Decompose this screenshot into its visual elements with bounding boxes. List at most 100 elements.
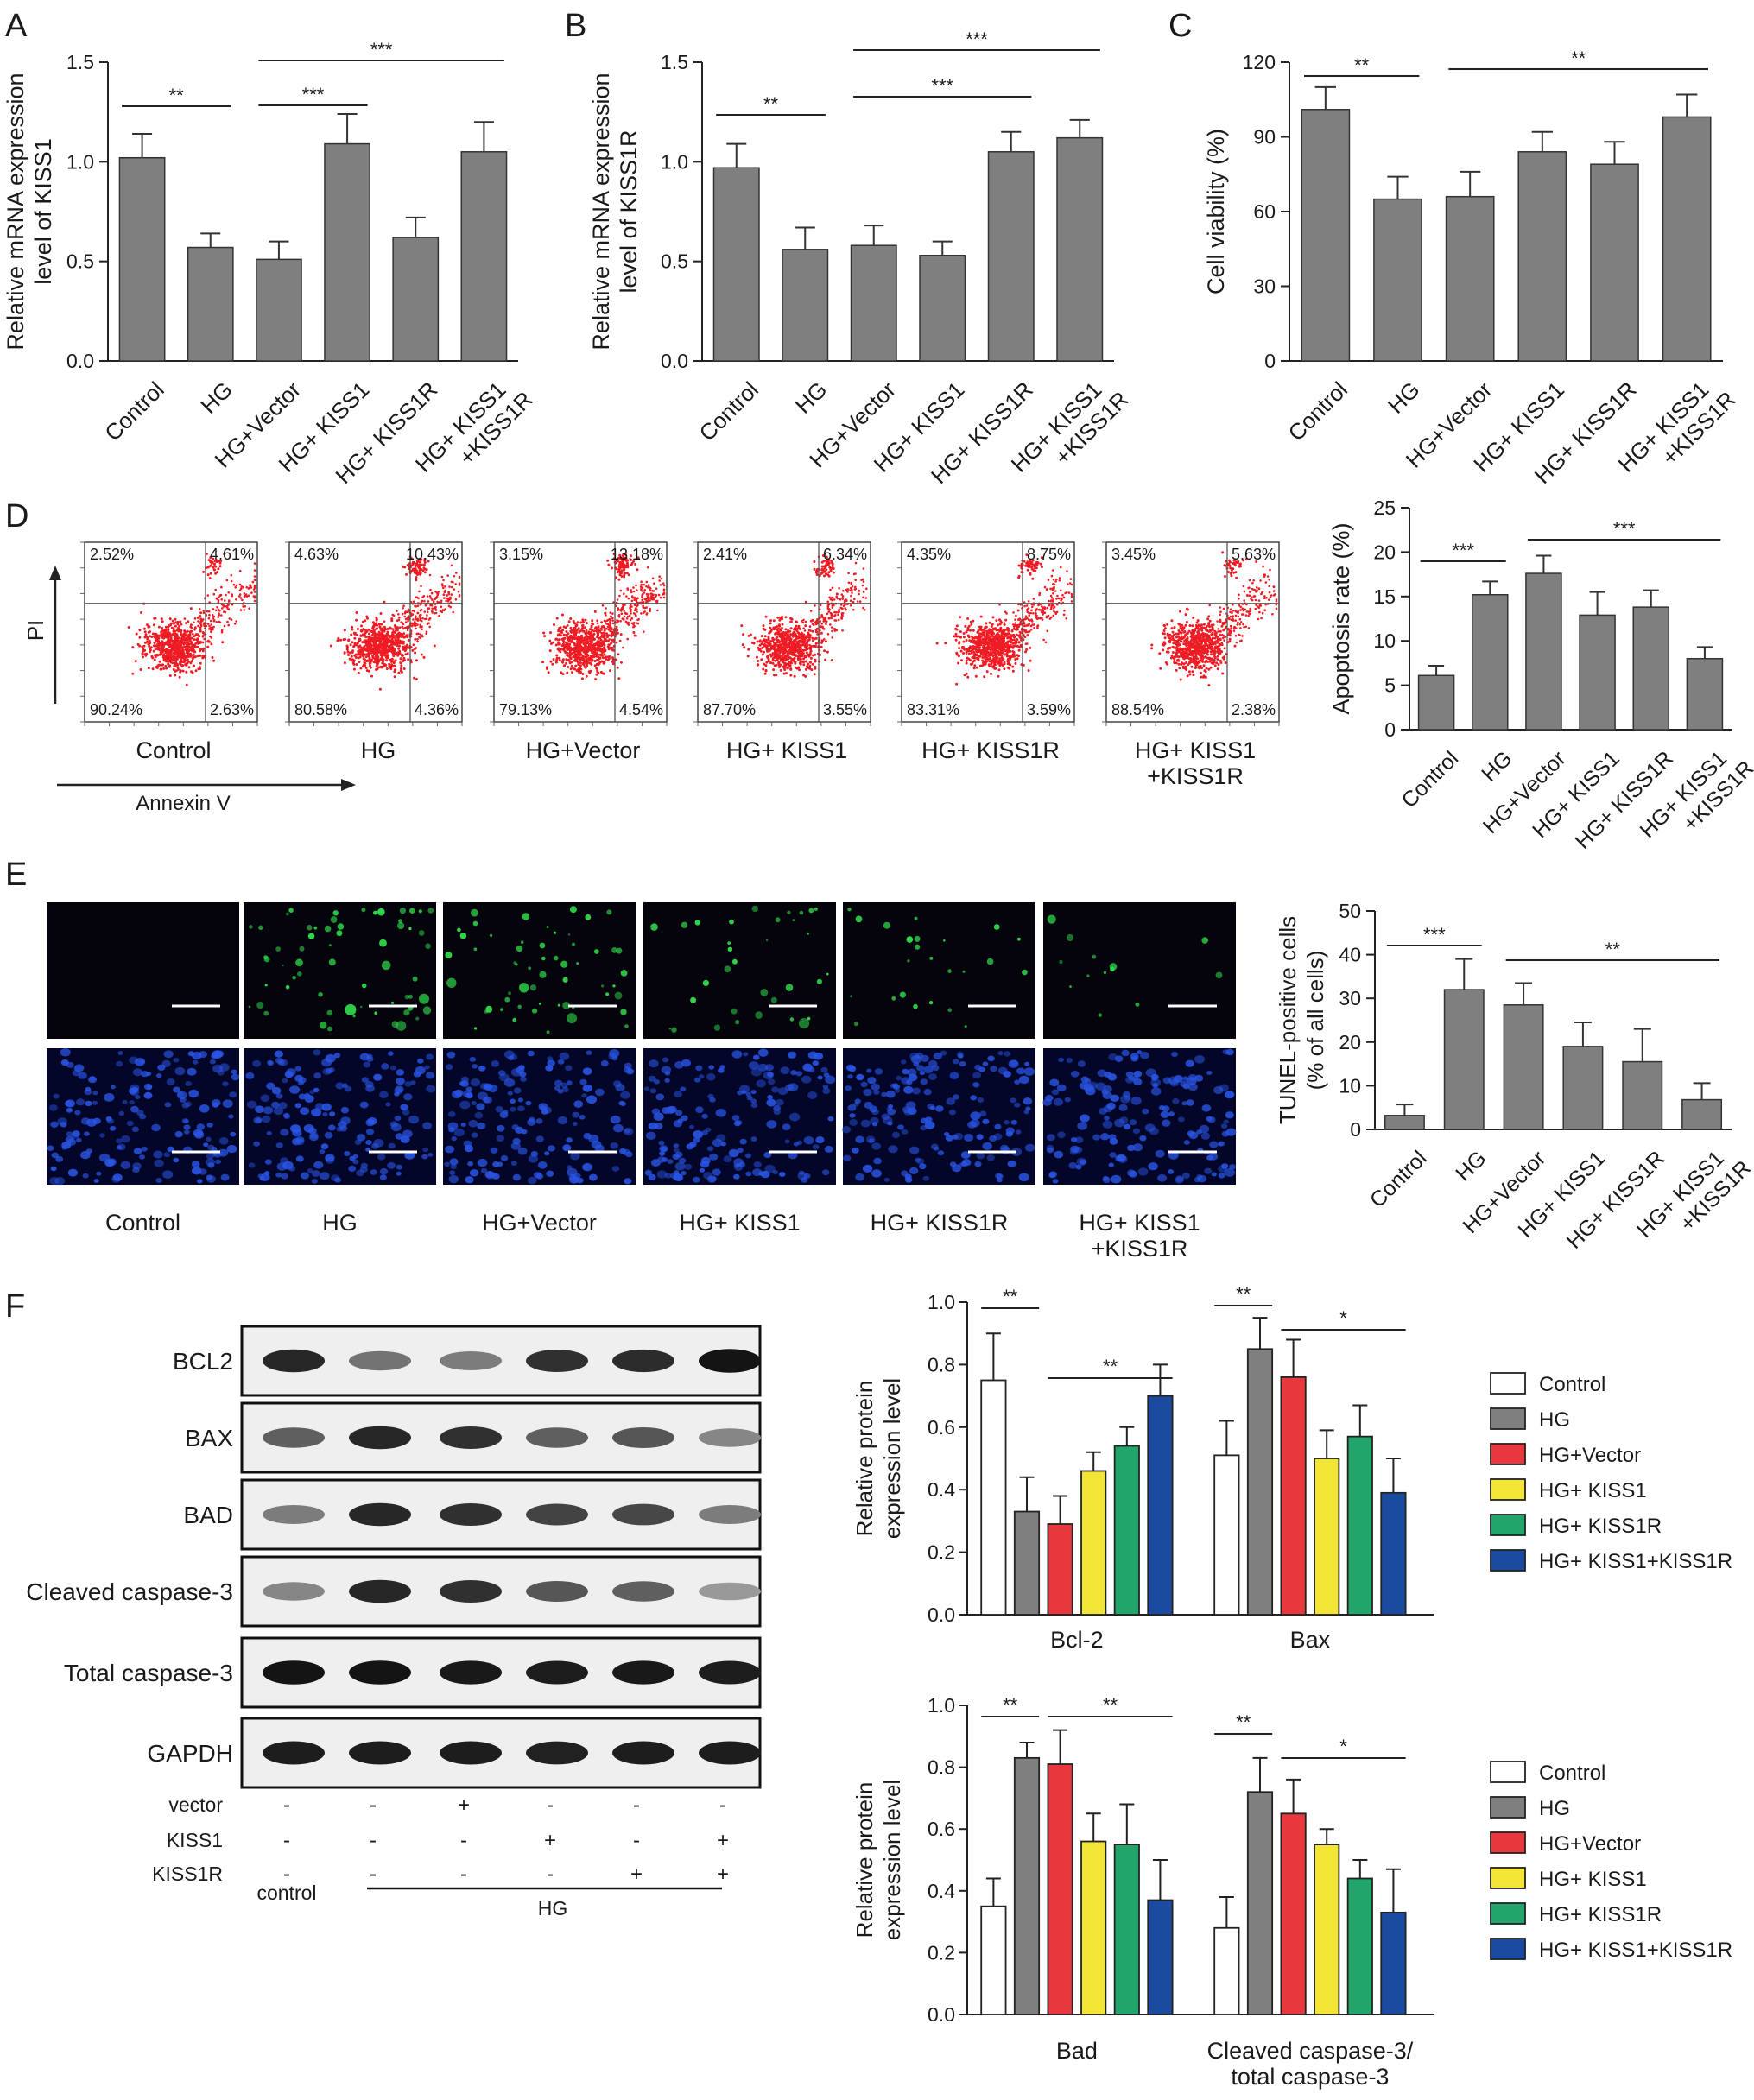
flow-event [190,637,193,640]
flow-event [769,640,772,642]
flow-plot-caption: HG+Vector [526,737,641,763]
y-axis-label: level of KISS1R [616,130,642,293]
flow-event [1030,625,1033,628]
flow-event [564,637,567,640]
flow-event [820,616,823,618]
flow-event [641,599,643,602]
flow-event [1026,634,1029,636]
flow-event [573,642,576,644]
flow-event [249,584,251,586]
flow-event [438,615,440,617]
flow-event [662,593,664,596]
flow-event [353,668,356,671]
flow-event [448,598,451,601]
flow-event [184,656,187,659]
flow-event [993,642,996,645]
flow-event [966,673,968,675]
flow-event [210,565,212,567]
flow-event [625,621,628,623]
flow-event [213,563,216,566]
flow-event [617,598,619,601]
flow-event [991,638,993,641]
flow-event [823,628,826,630]
flow-event [215,610,218,612]
flow-event [567,644,570,647]
flow-event [153,623,155,626]
flow-event [172,633,174,636]
flow-event [1060,566,1062,569]
flow-event [1012,670,1015,673]
flow-plot: 2.52%4.61%90.24%2.63%Control [80,542,257,763]
flow-event [832,606,834,609]
flow-event [418,591,421,593]
flow-event [983,661,985,663]
flow-event [145,633,148,636]
flow-event [571,665,573,667]
flow-event [971,640,973,642]
flow-event [853,598,856,601]
flow-event [768,637,770,640]
flow-event [763,629,766,631]
flow-event [786,647,788,649]
flow-event [605,623,608,625]
quadrant-q3-value: 80.58% [294,701,347,718]
flow-event [826,613,829,616]
flow-event [426,617,428,620]
bar [1580,615,1615,730]
flow-event [1010,655,1012,657]
flow-event [382,654,384,656]
flow-event [202,642,205,644]
flow-event [1063,610,1066,612]
flow-event [829,589,832,591]
flow-event [757,660,759,662]
significance-label: ** [1571,47,1586,69]
flow-event [403,616,406,618]
flow-event [831,597,833,599]
flow-event [1030,609,1033,611]
flow-event [799,641,801,643]
flow-event [814,604,816,607]
flow-event [642,604,644,607]
flow-event [810,657,813,660]
flow-event [636,610,638,613]
flow-event [647,566,649,569]
flow-event [595,647,598,649]
flow-event [398,645,401,648]
bar [989,152,1034,361]
flow-event [542,632,545,635]
flow-event [820,623,823,625]
flow-event [1047,607,1049,610]
flow-plot: 2.41%6.34%87.70%3.55%HG+ KISS1 [693,542,871,763]
flow-event [586,649,588,652]
flow-event [330,645,332,648]
flow-event [193,655,196,658]
flow-event [656,610,659,612]
flow-event [1003,667,1005,670]
flow-event [377,635,380,637]
flow-event [854,579,857,582]
flow-event [223,605,225,608]
flow-event [975,675,978,678]
flow-event [353,637,356,640]
flow-event [611,612,614,615]
flow-event [182,649,185,652]
flow-event [966,676,969,679]
y-tick-label: 15 [1373,585,1396,608]
flow-event [579,667,581,669]
flow-event [1006,637,1009,640]
flow-event [591,629,593,631]
flow-event [985,626,988,629]
flow-event [418,566,421,569]
flow-event [625,566,628,568]
flow-event [826,651,829,654]
flow-event [573,623,576,625]
flow-event [146,636,149,639]
flow-event [569,652,572,655]
flow-event [591,626,593,629]
flow-event [413,643,415,646]
flow-event [151,656,154,659]
flow-event [453,588,456,591]
flow-event [347,639,350,642]
